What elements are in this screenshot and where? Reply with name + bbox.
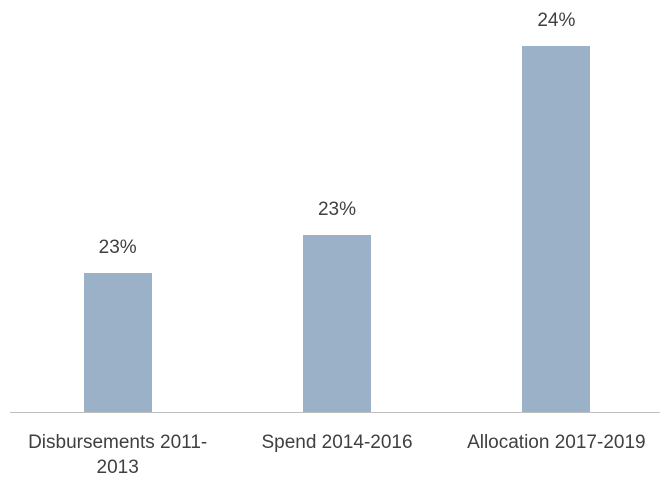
data-label: 23% — [317, 199, 357, 221]
x-tick-label: Disbursements 2011-2013 — [28, 432, 208, 478]
data-label: 24% — [537, 9, 576, 31]
bar — [83, 273, 152, 412]
data-label: 23% — [98, 237, 137, 259]
x-tick-label: Allocation 2017-2019 — [467, 432, 646, 453]
x-tick-label: Spend 2014-2016 — [261, 432, 413, 453]
bar — [522, 45, 591, 412]
x-axis-line — [10, 412, 660, 413]
bar — [303, 235, 371, 412]
